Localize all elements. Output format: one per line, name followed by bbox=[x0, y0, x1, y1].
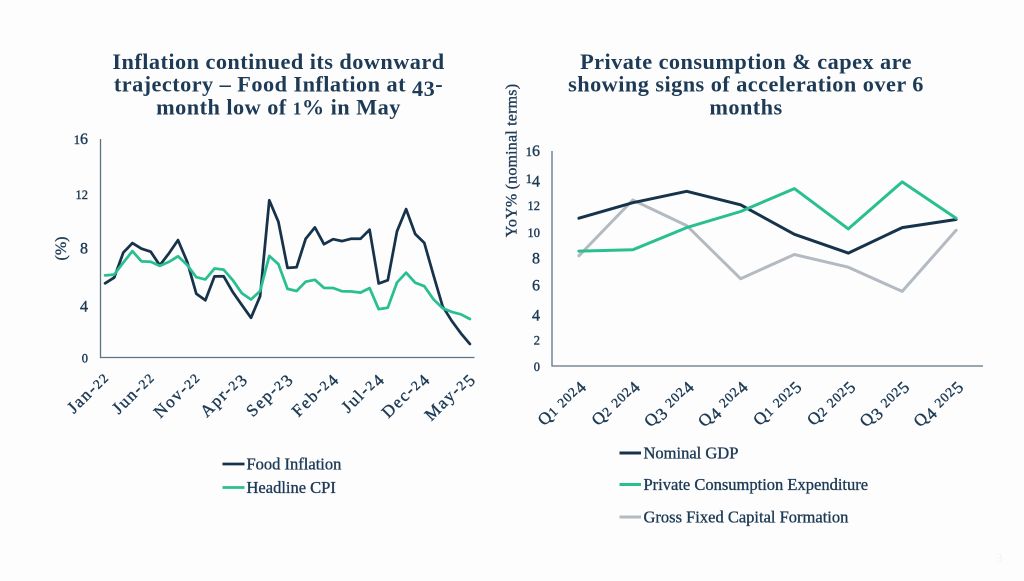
svg-text:Q3 2024: Q3 2024 bbox=[640, 375, 698, 433]
svg-text:0: 0 bbox=[82, 352, 88, 366]
svg-text:Private Consumption Expenditur: Private Consumption Expenditure bbox=[644, 475, 869, 494]
svg-text:Sep-23: Sep-23 bbox=[242, 367, 297, 422]
svg-text:Nominal GDP: Nominal GDP bbox=[644, 444, 739, 463]
svg-text:Private consumption & capex ar: Private consumption & capex are bbox=[580, 49, 912, 74]
svg-text:months: months bbox=[709, 94, 782, 119]
svg-text:month low of 1% in May: month low of 1% in May bbox=[156, 94, 401, 119]
svg-text:12: 12 bbox=[76, 188, 89, 202]
svg-text:Gross Fixed Capital Formation: Gross Fixed Capital Formation bbox=[644, 508, 849, 527]
svg-text:YoY% (nominal terms): YoY% (nominal terms) bbox=[504, 84, 521, 237]
svg-text:2: 2 bbox=[534, 333, 540, 347]
svg-text:4: 4 bbox=[532, 308, 540, 325]
svg-text:4: 4 bbox=[80, 298, 88, 315]
svg-text:Q2 2025: Q2 2025 bbox=[803, 375, 860, 432]
svg-text:14: 14 bbox=[526, 172, 540, 190]
svg-text:Q1 2024: Q1 2024 bbox=[534, 375, 591, 432]
svg-text:8: 8 bbox=[532, 251, 540, 268]
svg-text:Q4 2025: Q4 2025 bbox=[910, 375, 968, 433]
svg-text:16: 16 bbox=[526, 143, 540, 160]
svg-text:trajectory – Food Inflation at: trajectory – Food Inflation at 43- bbox=[114, 72, 443, 102]
svg-text:Food Inflation: Food Inflation bbox=[247, 455, 342, 474]
svg-text:Inflation continued its downwa: Inflation continued its downward bbox=[112, 49, 444, 74]
svg-text:Jul-24: Jul-24 bbox=[338, 367, 389, 418]
svg-text:showing signs of acceleration: showing signs of acceleration over 6 bbox=[568, 72, 924, 97]
svg-text:10: 10 bbox=[528, 226, 541, 240]
svg-text:Jun-22: Jun-22 bbox=[108, 367, 158, 417]
svg-text:0: 0 bbox=[534, 360, 540, 374]
svg-text:Headline CPI: Headline CPI bbox=[247, 478, 336, 497]
svg-text:16: 16 bbox=[74, 131, 88, 148]
svg-text:(%): (%) bbox=[53, 237, 70, 261]
svg-text:12: 12 bbox=[528, 199, 541, 213]
svg-text:6: 6 bbox=[532, 278, 540, 295]
svg-text:Q2 2024: Q2 2024 bbox=[588, 375, 645, 432]
svg-text:3: 3 bbox=[996, 550, 1003, 565]
svg-text:8: 8 bbox=[80, 240, 88, 257]
